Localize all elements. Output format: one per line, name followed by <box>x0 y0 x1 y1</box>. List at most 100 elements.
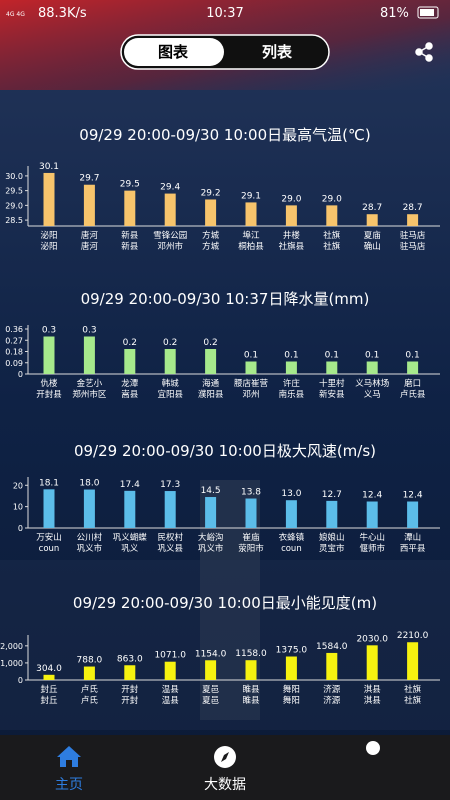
x-tick-label: 封丘 <box>40 684 58 695</box>
x-tick-label: 新县 <box>121 230 139 241</box>
x-tick-label: 温县 <box>162 684 180 695</box>
y-tick-label: 0 <box>18 676 23 685</box>
x-tick-label: 牛心山 <box>359 532 385 543</box>
value-label: 18.1 <box>39 478 59 488</box>
bar <box>366 645 378 680</box>
compass-needle <box>221 752 229 762</box>
value-label: 0.3 <box>82 326 96 336</box>
bar <box>366 214 378 226</box>
value-label: 29.2 <box>201 188 221 198</box>
value-label: 14.5 <box>201 486 221 496</box>
x-tick-label: 睢县 <box>242 684 260 695</box>
bar <box>285 656 297 680</box>
bar <box>83 666 95 680</box>
bar <box>366 361 378 374</box>
x-tick-label: 灵宝市 <box>319 543 345 554</box>
value-label: 0.1 <box>244 351 258 361</box>
x-tick-label: 仇楼 <box>40 378 58 389</box>
value-label: 0.1 <box>405 351 419 361</box>
x-tick-label: 衣蜂镇 <box>279 532 305 543</box>
x-tick-label: 偃师市 <box>359 543 385 554</box>
net-speed: 88.3K/s <box>38 6 87 21</box>
bar <box>326 361 338 374</box>
x-tick-label: coun <box>39 544 60 554</box>
value-label: 29.1 <box>241 191 261 201</box>
bar <box>83 184 95 226</box>
chart-title: 09/29 20:00-09/30 10:00日极大风速(m/s) <box>74 442 376 460</box>
x-tick-label: 荥阳市 <box>238 543 264 554</box>
y-tick-label: 0 <box>18 524 23 533</box>
value-label: 30.1 <box>39 162 59 172</box>
y-tick-label: 0.18 <box>5 348 23 357</box>
y-tick-label: 30.0 <box>5 172 23 181</box>
value-label: 2210.0 <box>397 631 429 641</box>
value-label: 2030.0 <box>356 634 388 644</box>
y-tick-label: 1,000 <box>0 659 23 668</box>
x-tick-label: 驻马店 <box>400 241 426 252</box>
bar <box>43 489 55 528</box>
tab[interactable]: 列表 <box>262 43 293 61</box>
y-tick-label: 0.09 <box>5 359 23 368</box>
bar <box>164 491 176 528</box>
user-icon[interactable] <box>366 741 380 755</box>
x-tick-label: 义马林场 <box>355 378 389 389</box>
x-tick-label: 社旗县 <box>279 241 305 252</box>
value-label: 1584.0 <box>316 642 348 652</box>
value-label: 29.5 <box>120 180 140 190</box>
x-tick-label: 义马 <box>364 390 381 400</box>
x-tick-label: 社旗 <box>404 684 422 695</box>
chart-title: 09/29 20:00-09/30 10:00日最高气温(℃) <box>79 126 370 144</box>
bar <box>326 500 338 528</box>
value-label: 0.1 <box>365 351 379 361</box>
x-tick-label: 驻马店 <box>400 230 426 241</box>
y-tick-label: 0 <box>18 370 23 379</box>
bar <box>285 500 297 528</box>
x-tick-label: 邓州 <box>242 390 259 400</box>
battery-icon <box>417 6 439 19</box>
city <box>0 560 450 730</box>
bar <box>245 498 257 528</box>
x-tick-label: 万安山 <box>36 532 62 543</box>
nav-label[interactable]: 主页 <box>55 777 83 793</box>
x-tick-label: 新县 <box>121 241 139 252</box>
x-tick-label: 崔庙 <box>242 532 260 543</box>
value-label: 12.4 <box>362 491 382 501</box>
signal: 4G 4G <box>6 11 25 18</box>
y-tick-label: 10 <box>13 503 23 512</box>
chart-title: 09/29 20:00-09/30 10:37日降水量(mm) <box>81 290 370 308</box>
x-tick-label: 舞阳 <box>283 695 300 706</box>
y-tick-label: 29.0 <box>5 201 23 210</box>
y-tick-label: 29.5 <box>5 187 23 196</box>
value-label: 12.4 <box>403 491 423 501</box>
x-tick-label: 淇县 <box>364 685 382 695</box>
x-tick-label: 濮阳县 <box>198 389 224 400</box>
bar <box>326 205 338 226</box>
value-label: 0.1 <box>284 351 298 361</box>
x-tick-label: 卢氏 <box>81 695 99 706</box>
x-tick-label: 温县 <box>162 695 180 706</box>
value-label: 788.0 <box>77 656 103 666</box>
x-tick-label: 雪锋公园 <box>153 230 187 241</box>
x-tick-label: 开封县 <box>36 389 62 400</box>
share-icon[interactable] <box>415 42 433 62</box>
tab-active[interactable] <box>124 38 224 66</box>
x-tick-label: 淇县 <box>364 696 382 706</box>
bar <box>245 202 257 226</box>
x-tick-label: 娘娘山 <box>319 532 345 543</box>
x-tick-label: 磨口 <box>404 378 421 389</box>
nav-label[interactable]: 大数据 <box>204 777 246 793</box>
bar <box>124 190 136 226</box>
home-icon[interactable] <box>57 746 81 767</box>
x-tick-label: 腰店崔营 <box>234 378 268 389</box>
x-tick-label: 唐河 <box>81 230 99 241</box>
bar <box>43 172 55 226</box>
value-label: 13.8 <box>241 488 261 498</box>
value-label: 17.3 <box>160 480 180 490</box>
bar <box>43 336 55 374</box>
bar <box>83 489 95 528</box>
tab[interactable]: 图表 <box>158 43 189 61</box>
x-tick-label: 开封 <box>121 684 139 695</box>
value-label: 29.4 <box>160 183 180 193</box>
x-tick-label: 南乐县 <box>279 389 305 400</box>
